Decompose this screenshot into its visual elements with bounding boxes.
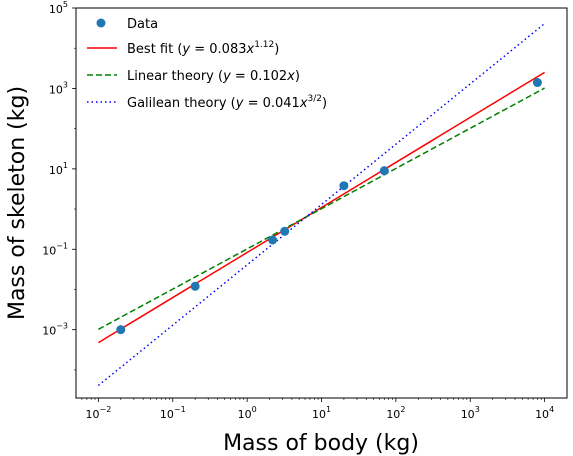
y-tick-label: 101 [49, 161, 68, 177]
data-point [339, 181, 349, 191]
data-point [379, 166, 389, 176]
x-axis-label: Mass of body (kg) [223, 431, 419, 456]
series-line-3 [97, 22, 546, 387]
data-point [268, 235, 278, 245]
x-tick-label: 103 [461, 405, 480, 421]
data-point [116, 325, 126, 335]
y-tick-label: 105 [49, 0, 68, 16]
data-point [280, 226, 290, 236]
legend-marker [96, 18, 106, 28]
series-line-2 [98, 87, 545, 330]
plot-area [76, 8, 567, 398]
x-tick-label: 102 [386, 405, 405, 421]
legend-entry-label: Data [127, 17, 158, 32]
y-axis: 10−3 10−1 101 103 105 [42, 0, 76, 371]
series-line-1 [98, 71, 545, 344]
data-point [190, 281, 200, 291]
x-axis: 10−2 10−1 100 101 102 103 104 [81, 398, 554, 421]
legend-entry-label: Galilean theory (y = 0.041x3/2) [127, 94, 327, 111]
y-tick-label: 10−1 [42, 241, 68, 257]
legend-entry-label: Linear theory (y = 0.102x) [127, 69, 300, 84]
x-tick-label: 101 [312, 405, 331, 421]
x-tick-label: 104 [535, 405, 554, 421]
legend-entry-label: Best fit (y = 0.083x1.12) [127, 40, 279, 57]
y-axis-label: Mass of skeleton (kg) [5, 86, 30, 320]
x-tick-label: 100 [238, 405, 257, 421]
x-tick-label: 10−2 [85, 405, 111, 421]
x-tick-label: 10−1 [160, 405, 186, 421]
y-tick-label: 103 [49, 80, 68, 96]
y-tick-label: 10−3 [42, 322, 68, 338]
data-point [532, 78, 542, 88]
legend: Data Best fit (y = 0.083x1.12) Linear theo… [87, 17, 327, 111]
